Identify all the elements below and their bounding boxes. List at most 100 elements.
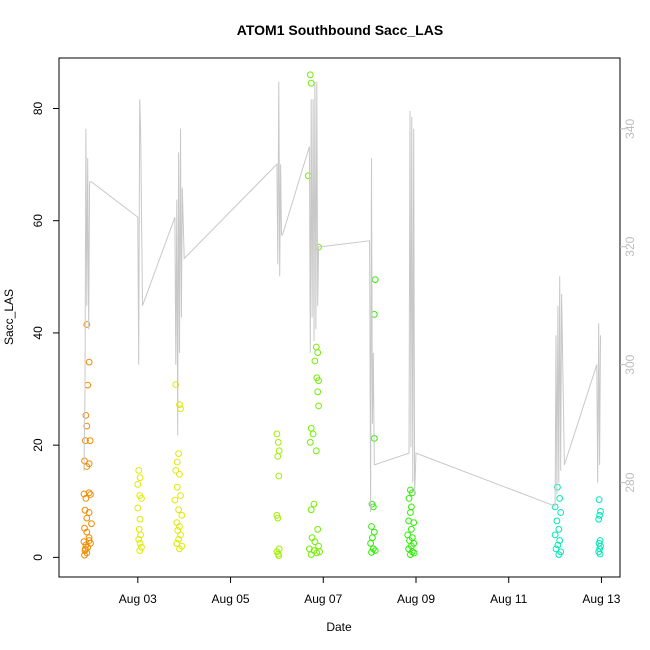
data-point bbox=[83, 549, 91, 557]
data-point bbox=[315, 402, 323, 410]
data-point bbox=[311, 357, 319, 365]
data-point bbox=[596, 550, 604, 558]
x-tick-label: Aug 11 bbox=[490, 592, 527, 606]
data-point bbox=[275, 552, 283, 560]
data-point bbox=[173, 539, 181, 547]
data-point bbox=[306, 438, 314, 446]
data-point bbox=[307, 79, 315, 87]
y-tick-label: 60 bbox=[31, 214, 45, 228]
data-point bbox=[595, 515, 603, 523]
data-point bbox=[83, 422, 91, 430]
data-point bbox=[82, 412, 90, 419]
data-point bbox=[178, 511, 186, 519]
data-point bbox=[275, 472, 283, 480]
data-point bbox=[274, 514, 282, 522]
data-point bbox=[596, 511, 603, 519]
data-point bbox=[87, 539, 94, 547]
data-point bbox=[273, 511, 281, 519]
data-point bbox=[310, 500, 318, 508]
y-tick-label: 0 bbox=[31, 554, 45, 561]
series-line-6 bbox=[83, 81, 601, 513]
data-point bbox=[553, 517, 561, 525]
data-point bbox=[138, 543, 145, 551]
data-point bbox=[368, 548, 375, 556]
data-point bbox=[135, 536, 143, 543]
data-point bbox=[136, 547, 144, 554]
data-point bbox=[81, 551, 88, 559]
data-point bbox=[138, 495, 145, 502]
data-point bbox=[135, 467, 143, 474]
data-point bbox=[311, 538, 319, 546]
data-point bbox=[367, 539, 375, 547]
data-point bbox=[136, 474, 144, 482]
data-point bbox=[551, 531, 559, 539]
data-point bbox=[83, 321, 91, 328]
data-point bbox=[556, 495, 564, 502]
data-point bbox=[175, 506, 183, 514]
y2-tick-label: 300 bbox=[623, 354, 637, 374]
x-axis: Aug 03 Aug 05 Aug 07 Aug 09 Aug 11 Aug 13 bbox=[119, 577, 621, 606]
y-tick-label: 20 bbox=[31, 438, 45, 452]
y2-tick-label: 280 bbox=[623, 472, 637, 492]
series-1 bbox=[134, 381, 186, 554]
data-point bbox=[555, 551, 563, 558]
data-point bbox=[597, 508, 604, 515]
data-point bbox=[368, 523, 375, 530]
data-point bbox=[307, 551, 315, 558]
data-point bbox=[176, 401, 183, 409]
data-point bbox=[176, 470, 183, 478]
data-point bbox=[312, 447, 320, 455]
data-point bbox=[136, 539, 144, 547]
data-point bbox=[82, 437, 89, 445]
y-tick-label: 80 bbox=[31, 102, 45, 116]
data-point bbox=[407, 509, 414, 516]
data-point bbox=[314, 525, 322, 533]
data-point bbox=[307, 506, 315, 514]
data-point bbox=[273, 430, 281, 438]
data-point bbox=[82, 545, 89, 553]
data-point bbox=[137, 531, 145, 539]
data-point bbox=[175, 450, 183, 458]
data-point bbox=[177, 492, 184, 500]
y-axis-label: Sacc_LAS bbox=[2, 289, 16, 345]
data-point bbox=[408, 525, 415, 533]
data-point bbox=[85, 489, 93, 497]
data-point bbox=[405, 495, 413, 502]
y2-axis: 280 300 320 340 bbox=[620, 118, 637, 493]
data-point bbox=[172, 381, 180, 388]
data-point bbox=[407, 551, 414, 558]
data-point bbox=[175, 536, 183, 543]
data-point bbox=[555, 525, 563, 533]
y-axis: 0 20 40 60 80 bbox=[31, 102, 59, 561]
x-tick-label: Aug 13 bbox=[582, 592, 620, 606]
data-point bbox=[176, 545, 183, 553]
data-point bbox=[83, 514, 91, 522]
data-point bbox=[134, 504, 142, 512]
data-point bbox=[86, 437, 94, 445]
data-point bbox=[83, 528, 91, 536]
data-point bbox=[85, 509, 93, 516]
data-point bbox=[410, 549, 418, 557]
data-point bbox=[552, 545, 560, 553]
data-point bbox=[596, 545, 603, 553]
data-point bbox=[274, 438, 282, 446]
data-point bbox=[314, 349, 322, 357]
data-point bbox=[316, 548, 324, 556]
y-tick-label: 40 bbox=[31, 326, 45, 340]
data-point bbox=[371, 547, 379, 554]
data-point bbox=[554, 541, 562, 549]
plot-frame bbox=[58, 57, 621, 578]
data-point bbox=[309, 430, 317, 438]
data-point bbox=[87, 491, 94, 498]
series-layer bbox=[80, 71, 604, 560]
x-tick-label: Aug 09 bbox=[397, 592, 435, 606]
series-2 bbox=[273, 430, 283, 560]
data-point bbox=[177, 531, 184, 539]
data-point bbox=[315, 377, 323, 385]
x-tick-label: Aug 05 bbox=[212, 592, 250, 606]
data-point bbox=[595, 496, 603, 504]
data-point bbox=[173, 458, 181, 466]
data-point bbox=[136, 515, 144, 523]
